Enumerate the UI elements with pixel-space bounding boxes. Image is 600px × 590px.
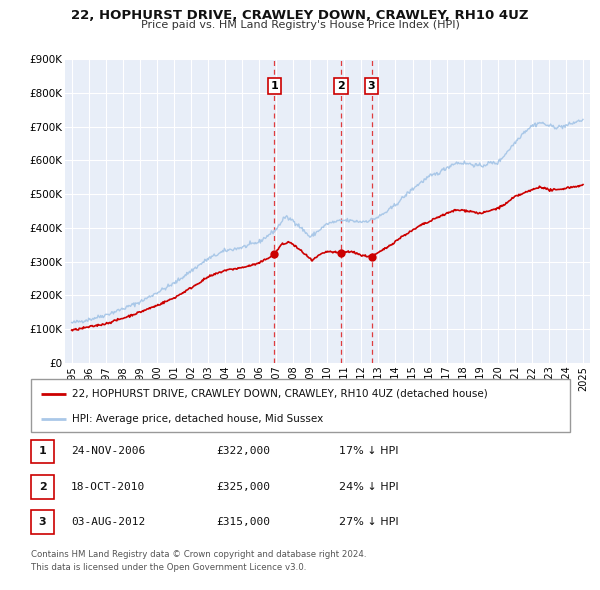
Text: 2: 2 <box>337 81 345 91</box>
Text: 03-AUG-2012: 03-AUG-2012 <box>71 517 145 527</box>
Text: 24% ↓ HPI: 24% ↓ HPI <box>339 482 398 491</box>
Text: 3: 3 <box>368 81 376 91</box>
Text: 1: 1 <box>271 81 278 91</box>
Text: Price paid vs. HM Land Registry's House Price Index (HPI): Price paid vs. HM Land Registry's House … <box>140 20 460 30</box>
Text: 17% ↓ HPI: 17% ↓ HPI <box>339 447 398 456</box>
Text: £315,000: £315,000 <box>216 517 270 527</box>
Text: 3: 3 <box>39 517 46 527</box>
Text: 27% ↓ HPI: 27% ↓ HPI <box>339 517 398 527</box>
Text: This data is licensed under the Open Government Licence v3.0.: This data is licensed under the Open Gov… <box>31 563 307 572</box>
Text: 2: 2 <box>39 482 46 491</box>
Text: 22, HOPHURST DRIVE, CRAWLEY DOWN, CRAWLEY, RH10 4UZ: 22, HOPHURST DRIVE, CRAWLEY DOWN, CRAWLE… <box>71 9 529 22</box>
Text: 22, HOPHURST DRIVE, CRAWLEY DOWN, CRAWLEY, RH10 4UZ (detached house): 22, HOPHURST DRIVE, CRAWLEY DOWN, CRAWLE… <box>71 389 487 399</box>
Text: 1: 1 <box>39 447 46 456</box>
Text: £325,000: £325,000 <box>216 482 270 491</box>
Text: 24-NOV-2006: 24-NOV-2006 <box>71 447 145 456</box>
Text: Contains HM Land Registry data © Crown copyright and database right 2024.: Contains HM Land Registry data © Crown c… <box>31 550 367 559</box>
Text: £322,000: £322,000 <box>216 447 270 456</box>
Text: 18-OCT-2010: 18-OCT-2010 <box>71 482 145 491</box>
Text: HPI: Average price, detached house, Mid Sussex: HPI: Average price, detached house, Mid … <box>71 414 323 424</box>
